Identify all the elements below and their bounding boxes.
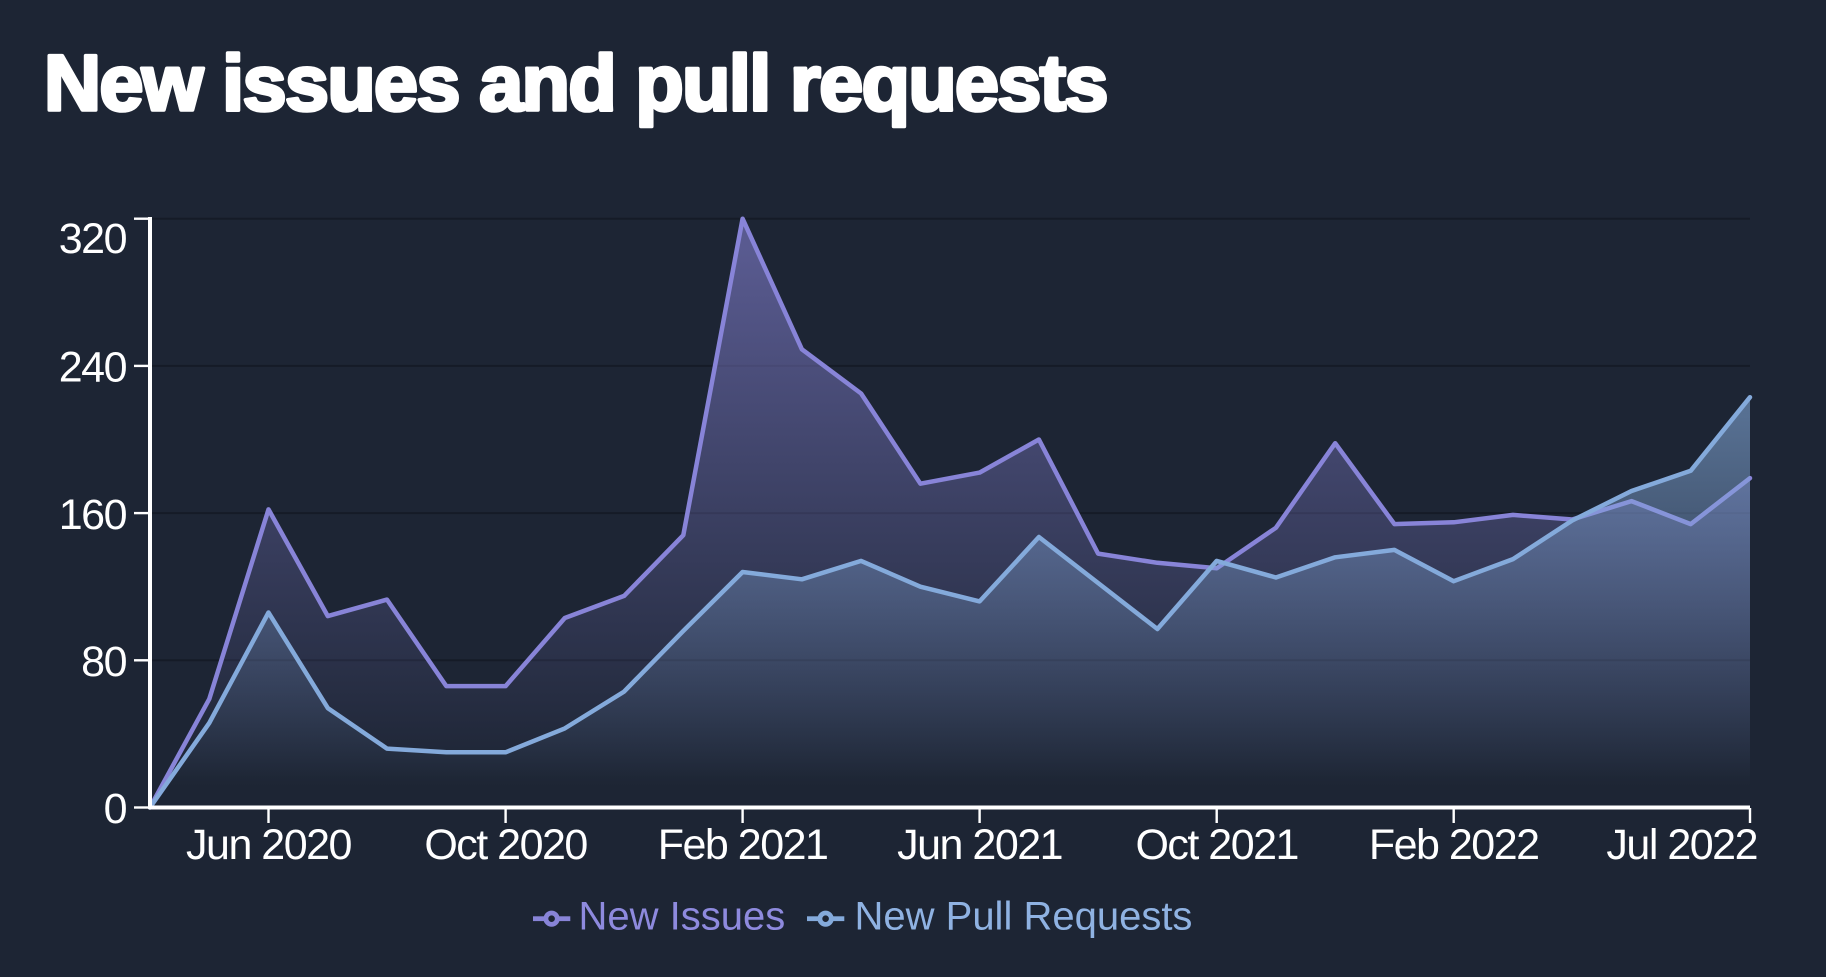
svg-text:Jul 2022: Jul 2022 — [1606, 821, 1757, 869]
svg-text:80: 80 — [81, 638, 126, 686]
svg-text:New issues and pull requests: New issues and pull requests — [44, 38, 1107, 127]
svg-text:New Pull Requests: New Pull Requests — [855, 895, 1193, 939]
svg-text:Jun 2020: Jun 2020 — [186, 821, 352, 869]
svg-text:0: 0 — [104, 785, 127, 833]
svg-text:Oct 2020: Oct 2020 — [424, 821, 587, 869]
svg-text:New Issues: New Issues — [579, 895, 786, 939]
svg-text:320: 320 — [59, 215, 127, 263]
svg-text:Oct 2021: Oct 2021 — [1135, 821, 1298, 869]
svg-text:Feb 2021: Feb 2021 — [658, 821, 828, 869]
svg-text:Jun 2021: Jun 2021 — [897, 821, 1062, 869]
svg-text:160: 160 — [59, 491, 127, 539]
svg-text:240: 240 — [59, 344, 127, 392]
svg-text:Feb 2022: Feb 2022 — [1369, 821, 1539, 869]
